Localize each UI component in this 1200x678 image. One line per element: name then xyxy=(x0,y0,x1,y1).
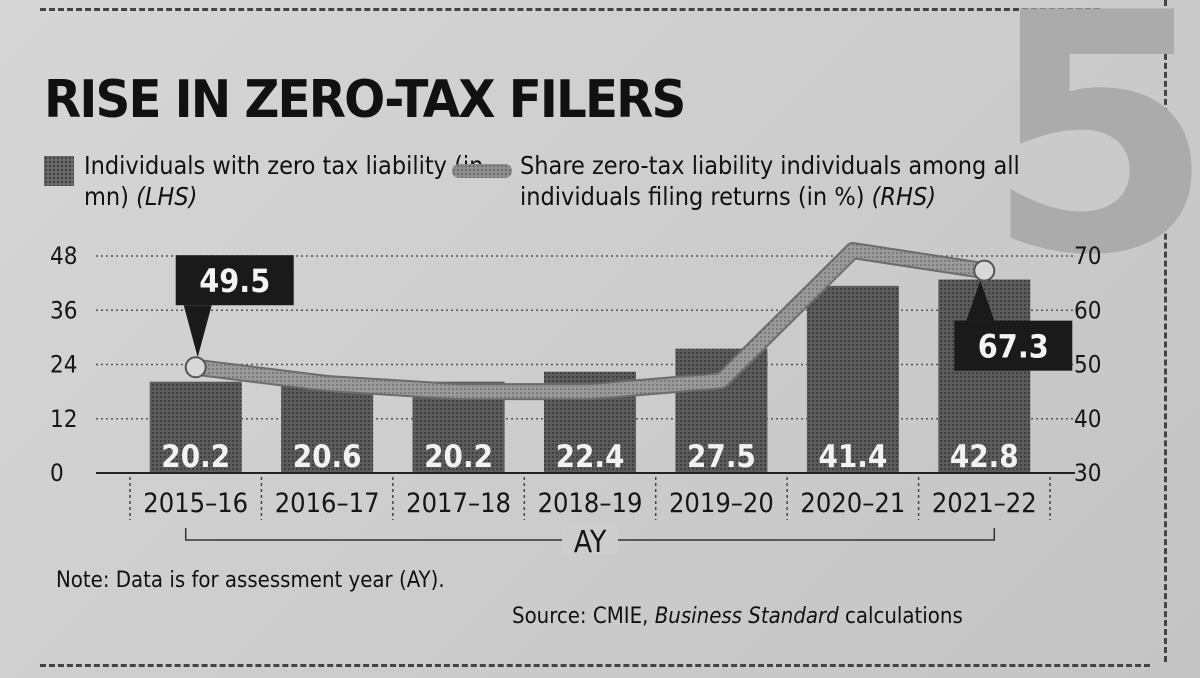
callout-pointer xyxy=(966,280,995,321)
axes: 0 12 24 36 48 30 40 50 60 70 2015–16 2016–17 2017–18… xyxy=(50,242,1101,560)
callout-box xyxy=(175,255,294,306)
left-tick-label: 0 xyxy=(50,459,64,487)
callout-box xyxy=(954,320,1073,371)
category-label: 2015–16 xyxy=(143,488,248,519)
left-tick-label: 24 xyxy=(50,351,77,379)
callout-marker xyxy=(184,356,207,379)
bar xyxy=(281,379,374,473)
category-label: 2016–17 xyxy=(275,488,380,519)
legend-bar-swatch xyxy=(44,156,74,186)
ay-label-backdrop xyxy=(562,524,618,554)
section-number: 5 xyxy=(985,0,1200,327)
chart-title: RISE IN ZERO-TAX FILERS xyxy=(44,70,686,130)
bottom-dashed-border xyxy=(40,664,1150,667)
legend-bars: Individuals with zero tax liability (in … xyxy=(44,150,484,212)
bar xyxy=(149,381,242,473)
bar-value-label: 22.4 xyxy=(556,439,625,475)
share-line-path xyxy=(189,244,991,399)
chart-source: Source: CMIE, Business Standard calculat… xyxy=(512,604,963,629)
category-label: 2018–19 xyxy=(538,488,643,519)
right-tick-label: 30 xyxy=(1074,459,1101,487)
bar-value-label: 20.6 xyxy=(293,439,362,475)
bar-value-label: 41.4 xyxy=(818,439,887,475)
legend-line: Share zero-tax liability individuals amo… xyxy=(452,150,1100,212)
x-axis-label: AY xyxy=(574,525,607,560)
bar-value-label: 27.5 xyxy=(687,439,756,475)
bars xyxy=(149,279,1031,473)
top-dashed-border xyxy=(40,8,1100,11)
left-tick-label: 12 xyxy=(50,405,77,433)
callouts: 49.5 67.3 xyxy=(175,255,1073,379)
category-label: 2021–22 xyxy=(932,488,1037,519)
data-labels: 20.2 20.6 20.2 22.4 27.5 41.4 42.8 xyxy=(161,439,1018,475)
bar-value-label: 42.8 xyxy=(950,439,1019,475)
legend-line-swatch xyxy=(452,164,512,178)
left-tick-label: 48 xyxy=(50,242,77,270)
right-tick-label: 40 xyxy=(1074,405,1101,433)
right-tick-label: 60 xyxy=(1074,296,1101,324)
category-label: 2019–20 xyxy=(669,488,774,519)
callout-label: 49.5 xyxy=(199,262,270,300)
category-label: 2017–18 xyxy=(406,488,511,519)
left-tick-label: 36 xyxy=(50,296,77,324)
share-line xyxy=(187,242,993,401)
bar-value-label: 20.2 xyxy=(161,439,230,475)
legend-line-label: Share zero-tax liability individuals amo… xyxy=(520,151,1020,211)
callout-marker xyxy=(973,259,996,282)
callout-pointer xyxy=(183,305,212,358)
right-dashed-border xyxy=(1164,0,1167,662)
right-tick-label: 50 xyxy=(1074,351,1101,379)
callout-label: 67.3 xyxy=(978,328,1049,366)
legend-bar-label: Individuals with zero tax liability (in … xyxy=(84,151,484,211)
bar-value-label: 20.2 xyxy=(424,439,493,475)
chart-note: Note: Data is for assessment year (AY). xyxy=(56,568,445,593)
right-tick-label: 70 xyxy=(1074,242,1101,270)
category-label: 2020–21 xyxy=(800,488,905,519)
bar xyxy=(806,285,899,473)
